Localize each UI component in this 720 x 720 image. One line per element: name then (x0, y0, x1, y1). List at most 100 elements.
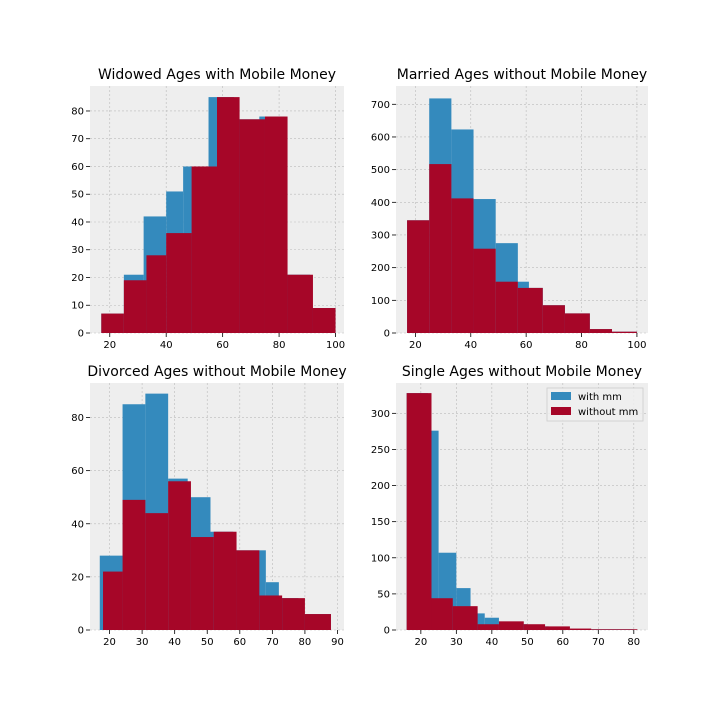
x-tick-label: 30 (136, 637, 149, 648)
panel-divorced: 20 30 40 50 60 70 80 90 0 20 40 60 80 Divorced Ages w… (71, 364, 346, 648)
y-tick-label: 10 (71, 301, 84, 312)
bar-without-mm (217, 97, 240, 333)
chart-title-single: Single Ages without Mobile Money (402, 364, 642, 380)
y-tick-label: 300 (371, 230, 390, 241)
x-tick-label: 30 (450, 637, 463, 648)
legend-swatch-with (551, 392, 571, 400)
legend-label-without: without mm (578, 407, 638, 418)
y-tick-label: 20 (71, 572, 84, 583)
panel-married: 20 40 60 80 100 0 100 200 300 400 500 600 700 Married… (371, 67, 648, 351)
bar-without-mm (103, 571, 123, 630)
x-tick-label: 90 (331, 637, 344, 648)
chart-title-widowed: Widowed Ages with Mobile Money (98, 67, 336, 83)
x-tick-label: 70 (266, 637, 279, 648)
bar-without-mm (431, 598, 453, 630)
y-tick-label: 80 (71, 106, 84, 117)
x-tick-label: 60 (216, 340, 229, 351)
y-tick-label: 50 (71, 190, 84, 201)
y-tick-label: 50 (377, 589, 390, 600)
x-tick-label: 70 (592, 637, 605, 648)
y-tick-label: 200 (371, 263, 390, 274)
y-tick-label: 40 (71, 217, 84, 228)
bar-without-mm (406, 393, 432, 630)
bar-without-mm (304, 614, 331, 630)
bar-without-mm (569, 628, 592, 630)
x-tick-label: 40 (160, 340, 173, 351)
y-tick-label: 60 (71, 466, 84, 477)
chart-title-divorced: Divorced Ages without Mobile Money (87, 364, 346, 380)
y-tick-label: 30 (71, 245, 84, 256)
bar-without-mm (123, 280, 147, 333)
chart-title-married: Married Ages without Mobile Money (397, 67, 647, 83)
bar-without-mm (517, 287, 543, 333)
y-tick-label: 300 (371, 409, 390, 420)
bar-without-mm (264, 116, 288, 333)
y-tick-label: 100 (371, 296, 390, 307)
legend: with mm without mm (546, 387, 644, 422)
y-tick-label: 60 (71, 162, 84, 173)
y-tick-label: 600 (371, 132, 390, 143)
y-tick-label: 400 (371, 198, 390, 209)
y-tick-label: 500 (371, 165, 390, 176)
y-tick-label: 250 (371, 445, 390, 456)
bar-without-mm (407, 220, 430, 333)
x-tick-label: 80 (273, 340, 286, 351)
bar-without-mm (523, 624, 546, 630)
bar-without-mm (282, 598, 305, 630)
bar-without-mm (191, 166, 217, 333)
y-tick-label: 0 (78, 626, 84, 637)
x-tick-label: 60 (520, 340, 533, 351)
bar-without-mm (451, 198, 474, 333)
x-tick-label: 20 (103, 340, 116, 351)
x-tick-label: 50 (521, 637, 534, 648)
bar-without-mm (312, 308, 336, 333)
bar-without-mm (429, 164, 452, 333)
y-tick-label: 100 (371, 553, 390, 564)
y-tick-label: 40 (71, 519, 84, 530)
y-tick-label: 0 (384, 329, 390, 340)
bar-without-mm (616, 629, 638, 630)
legend-label-with: with mm (578, 392, 622, 403)
x-tick-label: 100 (627, 340, 646, 351)
bar-without-mm (564, 313, 590, 333)
x-tick-label: 60 (556, 637, 569, 648)
x-tick-label: 40 (168, 637, 181, 648)
y-tick-label: 0 (384, 626, 390, 637)
bar-without-mm (589, 329, 612, 333)
bar-without-mm (145, 513, 169, 630)
bar-with-mm (427, 430, 439, 630)
bar-without-mm (287, 274, 313, 333)
y-tick-label: 70 (71, 134, 84, 145)
bar-without-mm (542, 305, 565, 333)
x-tick-label: 40 (485, 637, 498, 648)
y-tick-label: 0 (78, 329, 84, 340)
bar-without-mm (259, 595, 283, 630)
x-tick-label: 20 (409, 340, 422, 351)
bar-without-mm (146, 255, 167, 333)
panel-widowed: 20 40 60 80 100 0 10 20 30 40 50 60 70 80 Widowed Ages… (71, 67, 345, 351)
x-tick-label: 20 (103, 637, 116, 648)
y-tick-label: 20 (71, 273, 84, 284)
bar-without-mm (545, 626, 570, 630)
y-tick-label: 80 (71, 413, 84, 424)
bar-without-mm (452, 606, 478, 630)
y-tick-label: 700 (371, 100, 390, 111)
x-tick-label: 60 (233, 637, 246, 648)
x-tick-label: 50 (201, 637, 214, 648)
x-tick-label: 100 (326, 340, 345, 351)
y-tick-label: 200 (371, 481, 390, 492)
bar-without-mm (239, 119, 265, 333)
bar-without-mm (122, 499, 146, 630)
x-tick-label: 80 (627, 637, 640, 648)
bar-without-mm (612, 331, 637, 333)
bar-without-mm (190, 537, 214, 630)
x-tick-label: 80 (575, 340, 588, 351)
x-tick-label: 20 (414, 637, 427, 648)
bar-without-mm (498, 621, 524, 630)
bar-without-mm (495, 281, 518, 333)
panel-single: 20 30 40 50 60 70 80 0 50 100 150 200 250 300 Single A… (371, 364, 648, 648)
bar-without-mm (473, 248, 496, 333)
bar-without-mm (477, 624, 499, 630)
bar-without-mm (168, 481, 191, 630)
